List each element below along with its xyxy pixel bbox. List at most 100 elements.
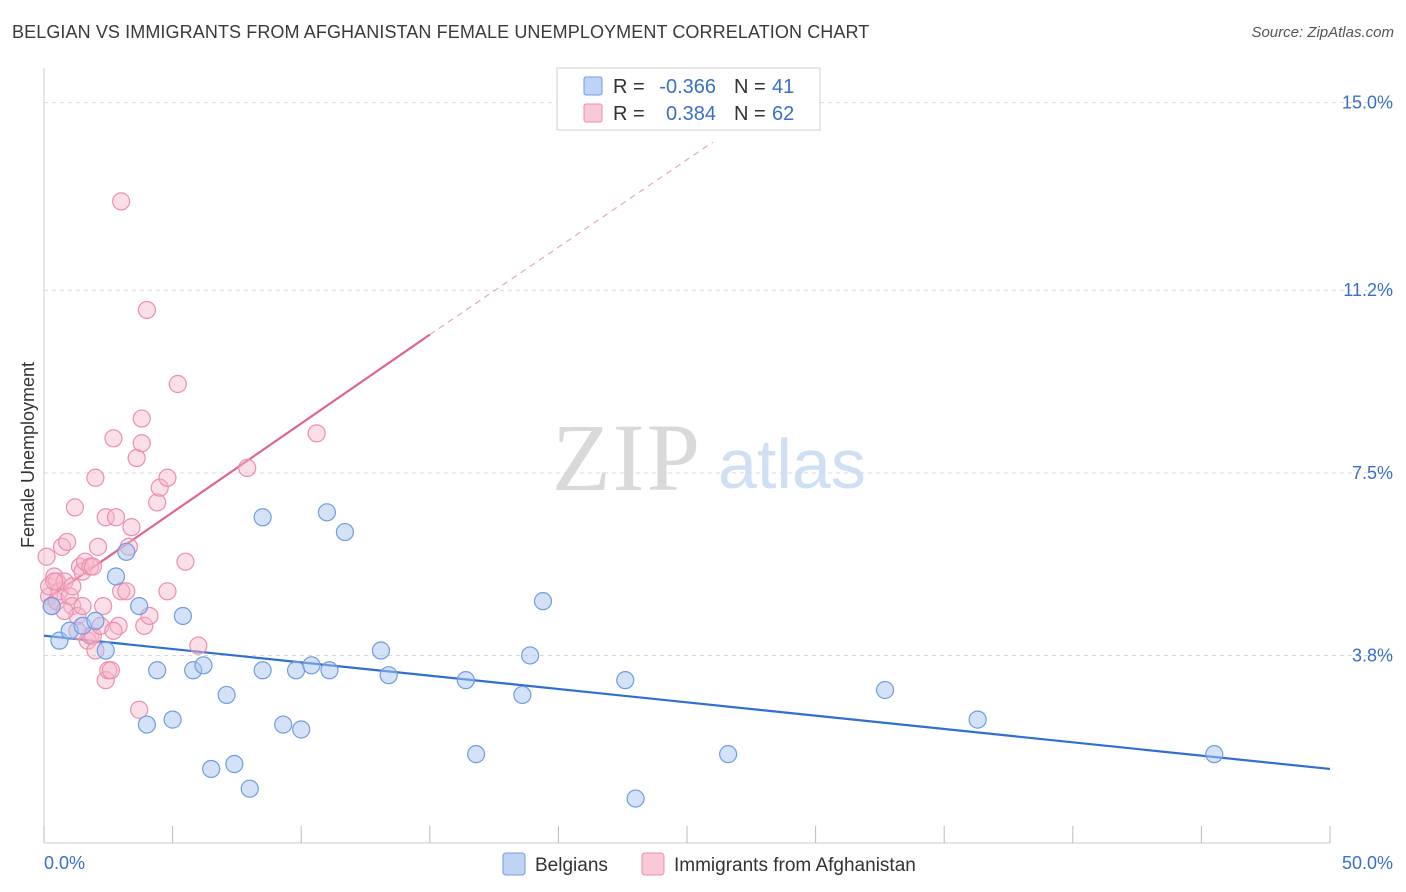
legend-afghan-swatch: [583, 103, 603, 123]
belgian-point: [371, 641, 391, 660]
legend-afghan-r-label: R =: [613, 103, 645, 125]
afghan-point: [132, 434, 151, 453]
afghan-point: [58, 532, 77, 552]
belgian-point: [253, 508, 272, 527]
belgian-point: [173, 606, 192, 626]
belgian-point: [533, 592, 553, 611]
afghan-point: [106, 508, 126, 527]
afghan-point: [109, 616, 128, 635]
afghan-trend-extension: [429, 141, 714, 336]
afghan-point: [45, 572, 64, 591]
legend-belgian-swatch: [583, 76, 603, 96]
belgian-point: [106, 567, 126, 586]
belgian-point: [875, 680, 895, 700]
y-tick-label: 3.8%: [1352, 645, 1393, 665]
y-axis-title: Female Unemployment: [18, 362, 38, 548]
afghan-point: [176, 552, 195, 571]
afghan-point: [117, 582, 136, 601]
belgian-point: [253, 661, 272, 680]
belgian-point: [466, 745, 486, 764]
belgian-point: [616, 671, 635, 690]
afghan-point: [73, 596, 92, 616]
afghan-point: [94, 596, 113, 616]
watermark-zip: ZIP: [552, 404, 702, 511]
legend-belgian-n-label: N =: [734, 76, 766, 98]
belgian-point: [86, 611, 105, 631]
afghan-point: [101, 661, 120, 680]
belgian-points: [42, 503, 1224, 808]
afghan-point: [307, 424, 326, 443]
belgian-point: [137, 715, 156, 734]
y-tick-label: 15.0%: [1342, 93, 1393, 113]
belgian-point: [117, 542, 136, 561]
watermark: ZIP atlas: [552, 404, 866, 511]
belgian-point: [286, 661, 306, 680]
afghan-point: [150, 478, 169, 497]
belgian-point: [1205, 745, 1224, 764]
belgian-point: [274, 715, 293, 734]
belgian-point: [317, 503, 337, 522]
afghan-point: [135, 616, 154, 635]
afghan-point: [96, 508, 115, 527]
afghan-point: [112, 192, 131, 211]
y-tick-labels: 3.8% 7.5% 11.2% 15.0%: [1342, 93, 1393, 666]
afghan-point: [158, 582, 177, 601]
belgian-point: [302, 656, 321, 675]
belgian-point: [513, 685, 532, 705]
afghan-point: [86, 468, 105, 487]
correlation-legend: R = -0.366 N = 41 R = 0.384 N = 62: [556, 67, 821, 131]
afghan-point: [168, 374, 187, 394]
belgian-point: [96, 641, 115, 660]
afghan-point: [37, 547, 56, 566]
belgian-point: [521, 646, 540, 665]
belgian-point: [456, 671, 475, 690]
afghan-point: [83, 557, 102, 576]
belgian-point: [968, 710, 987, 729]
belgian-point: [292, 720, 311, 739]
chart-source: Source: ZipAtlas.com: [1251, 24, 1394, 41]
gridlines: [44, 102, 1393, 656]
belgian-point: [163, 710, 182, 729]
afghan-point: [63, 577, 82, 596]
belgian-point: [240, 779, 259, 798]
afghan-trend-line: [43, 333, 431, 603]
afghan-point: [137, 300, 156, 320]
afghan-point: [238, 458, 257, 478]
legend-belgian-r: -0.366: [659, 76, 716, 98]
afghan-point: [132, 409, 151, 428]
belgian-point: [225, 754, 244, 774]
afghan-point: [65, 498, 84, 517]
belgian-point: [379, 666, 398, 685]
afghan-point: [70, 557, 90, 576]
bottom-legend-afghan-swatch: [641, 852, 665, 876]
bottom-legend-afghan: Immigrants from Afghanistan: [674, 855, 916, 876]
x-tick-min: 0.0%: [44, 853, 85, 873]
afghan-point: [52, 537, 72, 556]
chart-title: BELGIAN VS IMMIGRANTS FROM AFGHANISTAN F…: [12, 22, 870, 42]
afghan-point: [122, 518, 141, 537]
belgian-point: [320, 661, 339, 680]
legend-afghan-r: 0.384: [666, 103, 716, 125]
afghan-point: [189, 636, 208, 655]
belgian-trend-line: [43, 634, 1331, 771]
afghan-point: [88, 537, 108, 556]
belgian-point: [335, 522, 355, 542]
afghan-point: [148, 493, 167, 512]
afghan-point: [104, 621, 123, 640]
watermark-atlas: atlas: [718, 425, 866, 503]
trend-lines: [43, 141, 1331, 771]
bottom-legend-belgian-swatch: [502, 852, 526, 876]
legend-afghan-n: 62: [772, 103, 794, 125]
belgian-point: [719, 745, 738, 764]
afghan-point: [158, 468, 177, 487]
y-tick-label: 11.2%: [1343, 280, 1393, 300]
legend-belgian-r-label: R =: [613, 76, 645, 98]
belgian-point: [130, 596, 149, 616]
legend-afghan-n-label: N =: [734, 103, 766, 125]
legend-belgian-n: 41: [772, 76, 794, 98]
belgian-point: [194, 656, 213, 675]
belgian-point: [217, 685, 236, 705]
axes: [43, 68, 1331, 844]
afghan-point: [130, 700, 149, 719]
